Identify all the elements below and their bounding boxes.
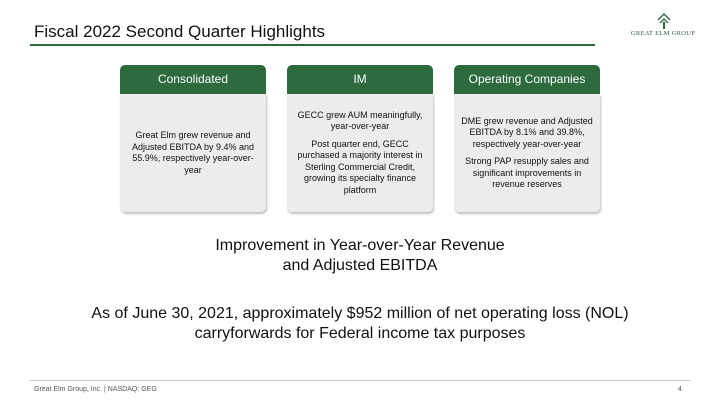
card-body: GECC grew AUM meaningfully, year-over-ye… [287,94,433,212]
footer-text: Great Elm Group, Inc. | NASDAQ: GEG [34,386,157,393]
card-text: DME grew revenue and Adjusted EBITDA by … [461,115,593,149]
card-header: Operating Companies [454,65,600,94]
headline-line: Improvement in Year-over-Year Revenue [215,237,505,254]
title-divider [30,44,595,46]
card-body: DME grew revenue and Adjusted EBITDA by … [454,94,600,212]
headline-line: and Adjusted EBITDA [282,257,438,274]
company-logo: GREAT ELM GROUP [622,12,704,42]
logo-wordmark: GREAT ELM GROUP [630,30,696,37]
card-header: IM [287,65,433,94]
footer-divider [30,380,690,381]
card-text: GECC grew AUM meaningfully, year-over-ye… [297,109,423,132]
nol-line: As of June 30, 2021, approximately $952 … [91,305,629,322]
card-text: Strong PAP resupply sales and significan… [465,156,589,189]
card-text: Great Elm grew revenue and Adjusted EBIT… [131,130,255,175]
logo-chevron-icon [657,13,671,29]
nol-line: carryforwards for Federal income tax pur… [194,325,526,342]
nol-statement: As of June 30, 2021, approximately $952 … [0,304,720,344]
page-number: 4 [678,386,682,393]
card-consolidated: Consolidated Great Elm grew revenue and … [120,65,266,212]
card-text: Post quarter end, GECC purchased a major… [297,138,423,195]
slide-title: Fiscal 2022 Second Quarter Highlights [34,22,326,41]
card-operating-companies: Operating Companies DME grew revenue and… [454,65,600,212]
headline: Improvement in Year-over-Year Revenue an… [0,236,720,276]
card-body: Great Elm grew revenue and Adjusted EBIT… [120,94,266,212]
card-im: IM GECC grew AUM meaningfully, year-over… [287,65,433,212]
card-header: Consolidated [120,65,266,94]
